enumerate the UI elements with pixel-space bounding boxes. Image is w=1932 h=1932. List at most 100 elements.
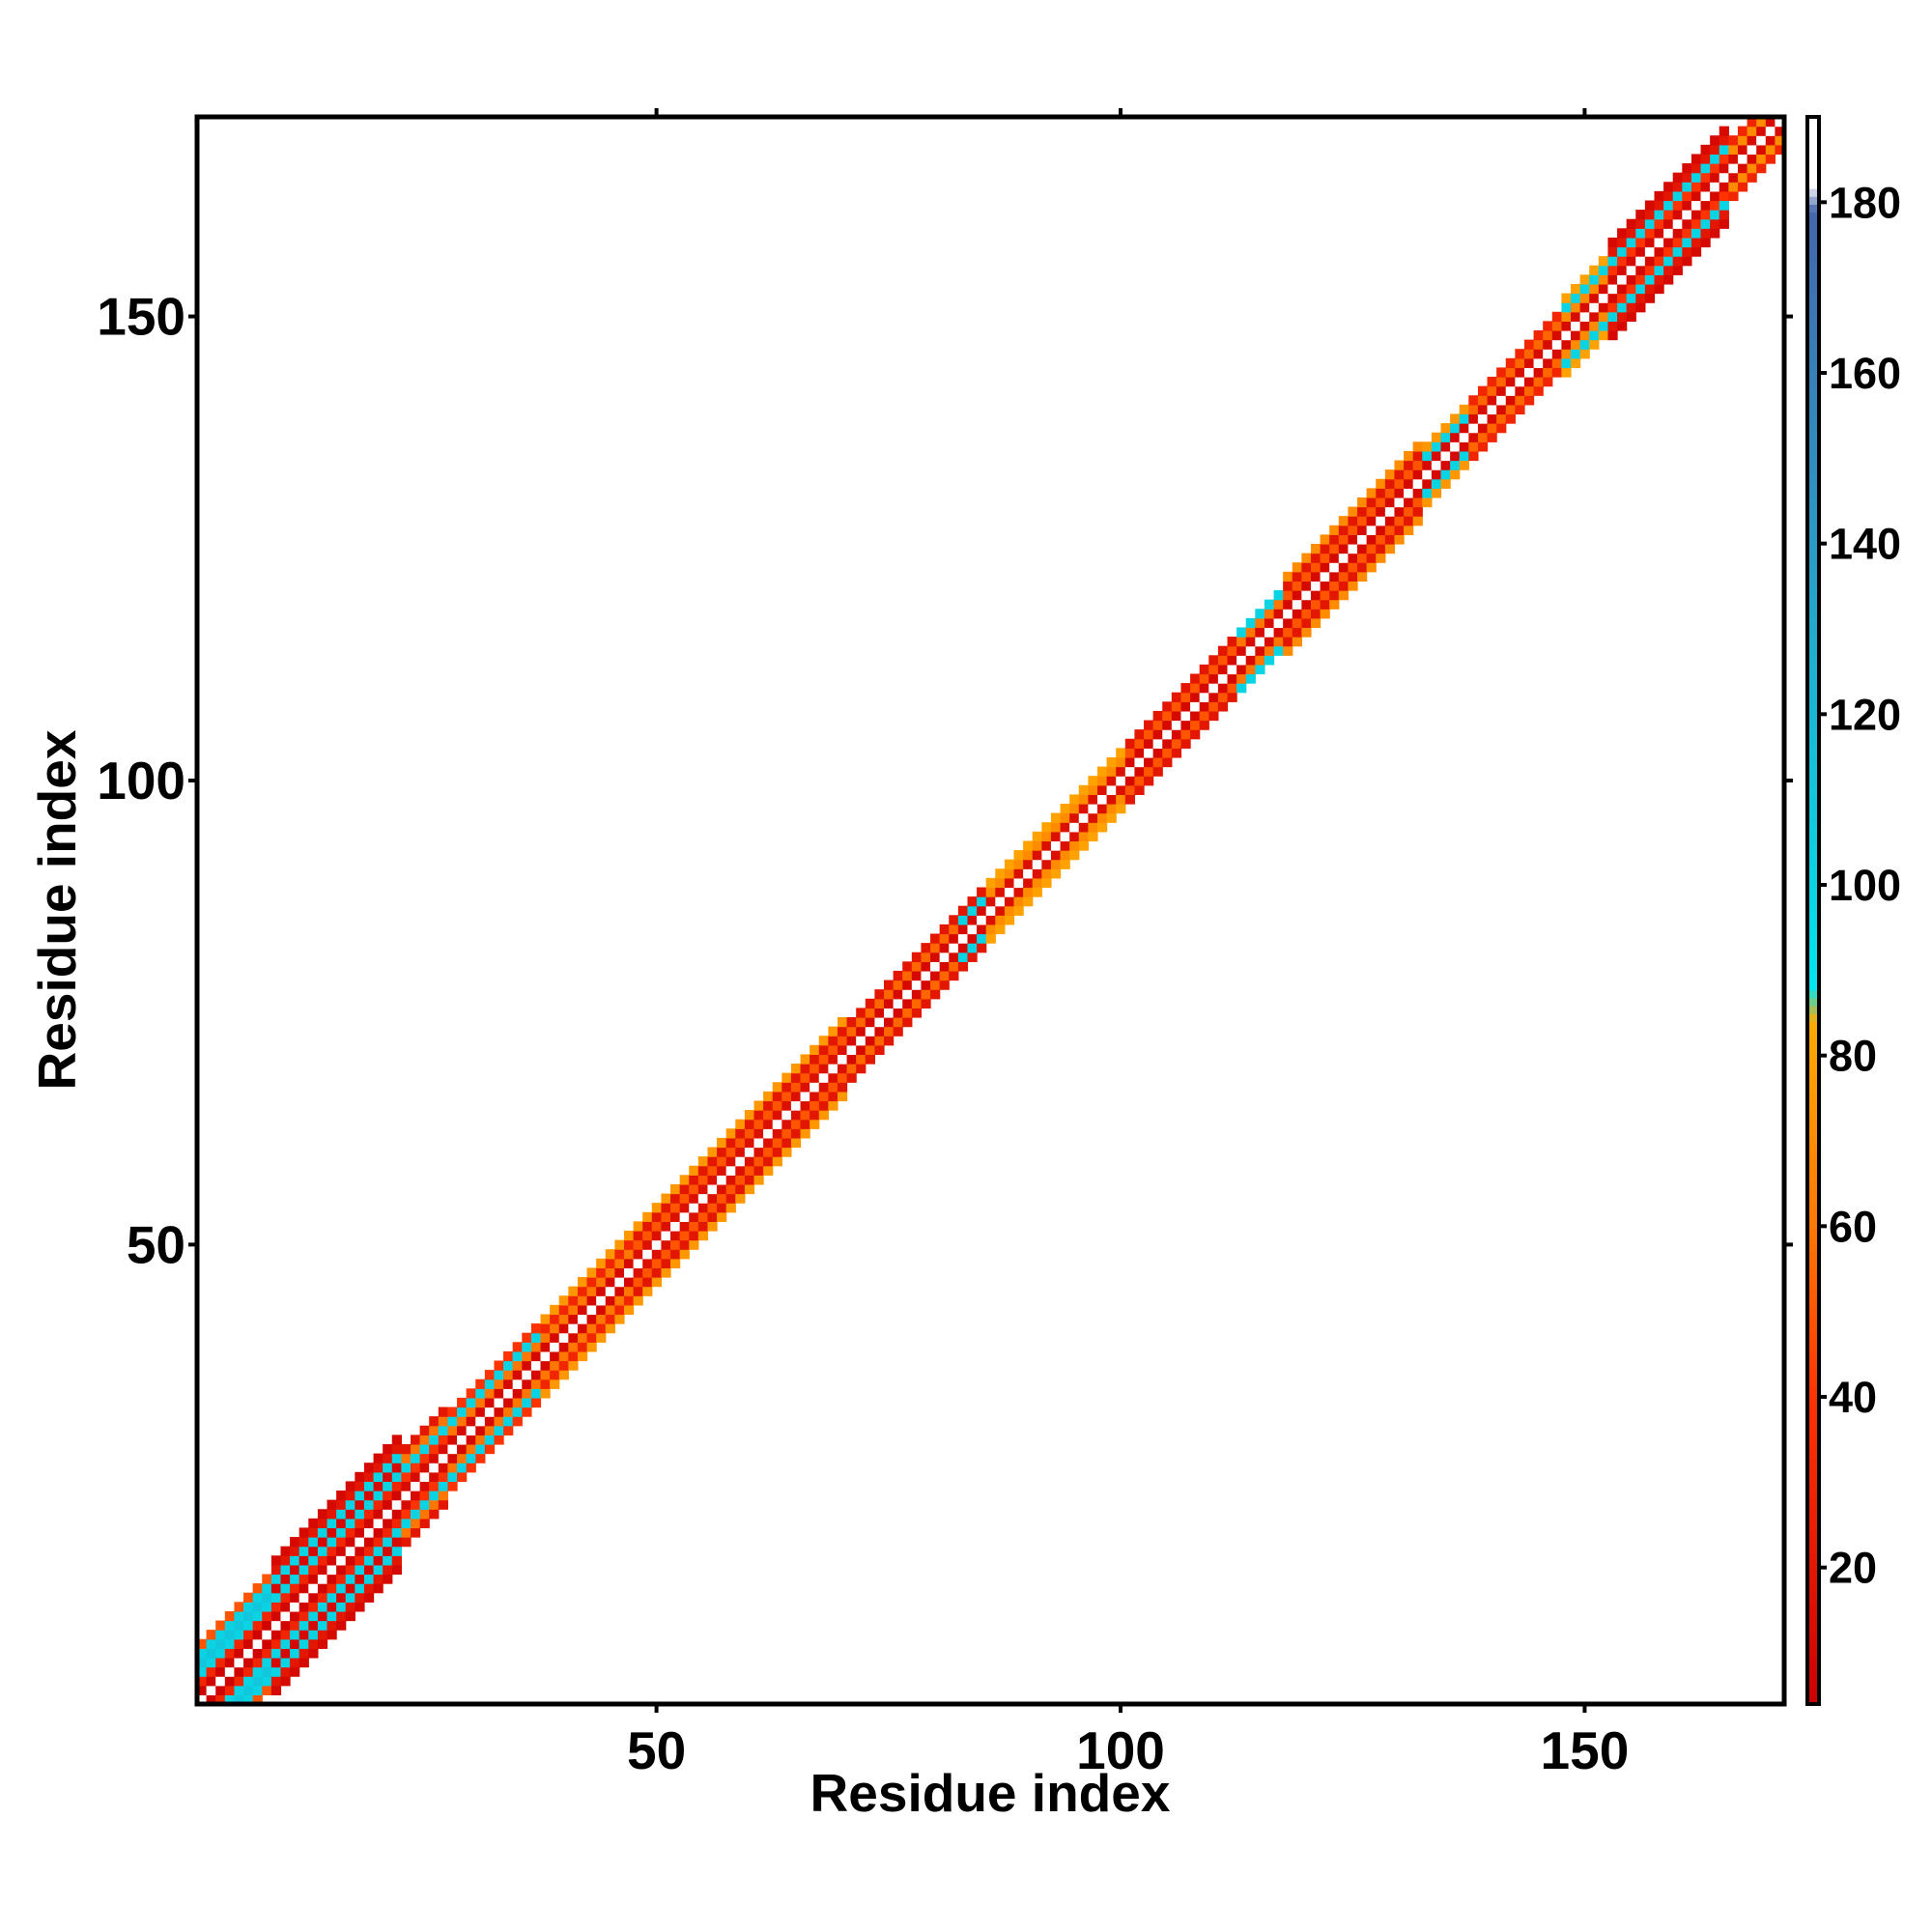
heatmap-cell	[317, 1592, 328, 1603]
colorbar-segment	[1807, 212, 1819, 221]
heatmap-cell	[689, 1165, 699, 1176]
heatmap-cell	[1124, 794, 1136, 805]
heatmap-cell	[1366, 553, 1377, 563]
heatmap-cell	[1496, 385, 1507, 396]
heatmap-cell	[1004, 868, 1015, 879]
heatmap-cell	[911, 961, 923, 972]
colorbar-segment	[1807, 1426, 1819, 1435]
heatmap-cell	[503, 1406, 514, 1417]
heatmap-cell	[1607, 237, 1618, 248]
heatmap-cell	[1301, 617, 1312, 629]
heatmap-cell	[494, 1388, 504, 1399]
heatmap-cell	[1384, 478, 1396, 489]
heatmap-cell	[1450, 441, 1461, 452]
heatmap-cell	[1523, 367, 1535, 378]
heatmap-cell	[1069, 794, 1080, 805]
heatmap-cell	[670, 1183, 681, 1195]
heatmap-cell	[1004, 915, 1015, 925]
heatmap-cell	[1644, 265, 1656, 275]
heatmap-cell	[215, 1694, 226, 1705]
colorbar-segment	[1807, 823, 1819, 832]
heatmap-cell	[1654, 218, 1664, 229]
heatmap-cell	[558, 1304, 569, 1316]
heatmap-cell	[290, 1638, 300, 1649]
heatmap-cell	[642, 1249, 653, 1260]
heatmap-cell	[846, 1044, 857, 1056]
heatmap-cell	[336, 1537, 347, 1548]
heatmap-cell	[893, 989, 903, 1000]
heatmap-cell	[262, 1638, 272, 1649]
y-tick-label: 100	[97, 751, 185, 810]
heatmap-cell	[1171, 720, 1182, 730]
heatmap-cell	[772, 1119, 782, 1129]
heatmap-cell	[308, 1638, 319, 1649]
heatmap-cell	[530, 1370, 542, 1380]
heatmap-cell	[512, 1406, 523, 1417]
heatmap-cell	[298, 1638, 309, 1649]
heatmap-cell	[605, 1314, 615, 1324]
heatmap-cell	[1348, 506, 1358, 517]
colorbar-segment	[1807, 1490, 1819, 1498]
heatmap-cell	[345, 1610, 355, 1622]
heatmap-cell	[1431, 450, 1442, 462]
heatmap-cell	[1171, 738, 1182, 749]
heatmap-cell	[298, 1555, 309, 1566]
heatmap-cell	[949, 933, 959, 944]
heatmap-cell	[1023, 859, 1034, 869]
heatmap-cell	[540, 1332, 551, 1343]
heatmap-cell	[327, 1602, 337, 1612]
heatmap-cell	[1366, 488, 1377, 498]
colorbar-tick-label: 80	[1829, 1032, 1877, 1081]
colorbar-segment	[1807, 584, 1819, 594]
heatmap-cell	[457, 1435, 468, 1445]
heatmap-cell	[391, 1546, 402, 1556]
heatmap-cell	[1617, 302, 1628, 313]
heatmap-cell	[614, 1267, 625, 1278]
heatmap-cell	[1060, 840, 1070, 851]
heatmap-cell	[363, 1518, 375, 1529]
heatmap-cell	[1124, 784, 1136, 795]
heatmap-cell	[1477, 404, 1489, 415]
heatmap-cell	[280, 1630, 291, 1640]
heatmap-cell	[902, 998, 913, 1009]
heatmap-cell	[355, 1509, 365, 1520]
heatmap-cell	[484, 1435, 496, 1445]
heatmap-cell	[586, 1304, 597, 1316]
heatmap-cell	[1626, 218, 1636, 229]
heatmap-cell	[1283, 637, 1293, 647]
heatmap-cell	[1515, 377, 1525, 387]
heatmap-cell	[290, 1648, 300, 1659]
heatmap-cell	[262, 1620, 272, 1631]
heatmap-cell	[614, 1239, 625, 1250]
heatmap-cell	[206, 1630, 216, 1640]
heatmap-cell	[1384, 534, 1396, 545]
heatmap-cell	[457, 1453, 468, 1463]
colorbar-tick-label: 40	[1829, 1373, 1877, 1422]
heatmap-cell	[317, 1574, 328, 1584]
heatmap-cell	[1728, 135, 1739, 146]
heatmap-cell	[1310, 543, 1321, 554]
heatmap-cell	[1644, 218, 1656, 229]
heatmap-cell	[243, 1666, 254, 1677]
heatmap-cell	[1236, 673, 1247, 684]
heatmap-cell	[317, 1546, 328, 1556]
heatmap-cell	[1348, 553, 1358, 563]
heatmap-cell	[1496, 367, 1507, 378]
colorbar-segment	[1807, 1053, 1819, 1063]
heatmap-cell	[280, 1574, 291, 1584]
heatmap-cell	[280, 1676, 291, 1687]
colorbar-segment	[1807, 1529, 1819, 1539]
heatmap-cell	[401, 1471, 412, 1483]
heatmap-cell	[586, 1314, 597, 1324]
heatmap-cell	[967, 943, 978, 953]
heatmap-cell	[206, 1648, 216, 1659]
colorbar-segment	[1807, 268, 1819, 276]
heatmap-cell	[1152, 729, 1163, 740]
colorbar-segment	[1807, 656, 1819, 666]
heatmap-cell	[1404, 506, 1414, 517]
heatmap-cell	[419, 1481, 430, 1492]
heatmap-cell	[605, 1304, 615, 1316]
heatmap-cell	[1050, 822, 1062, 833]
heatmap-cell	[1236, 645, 1247, 656]
